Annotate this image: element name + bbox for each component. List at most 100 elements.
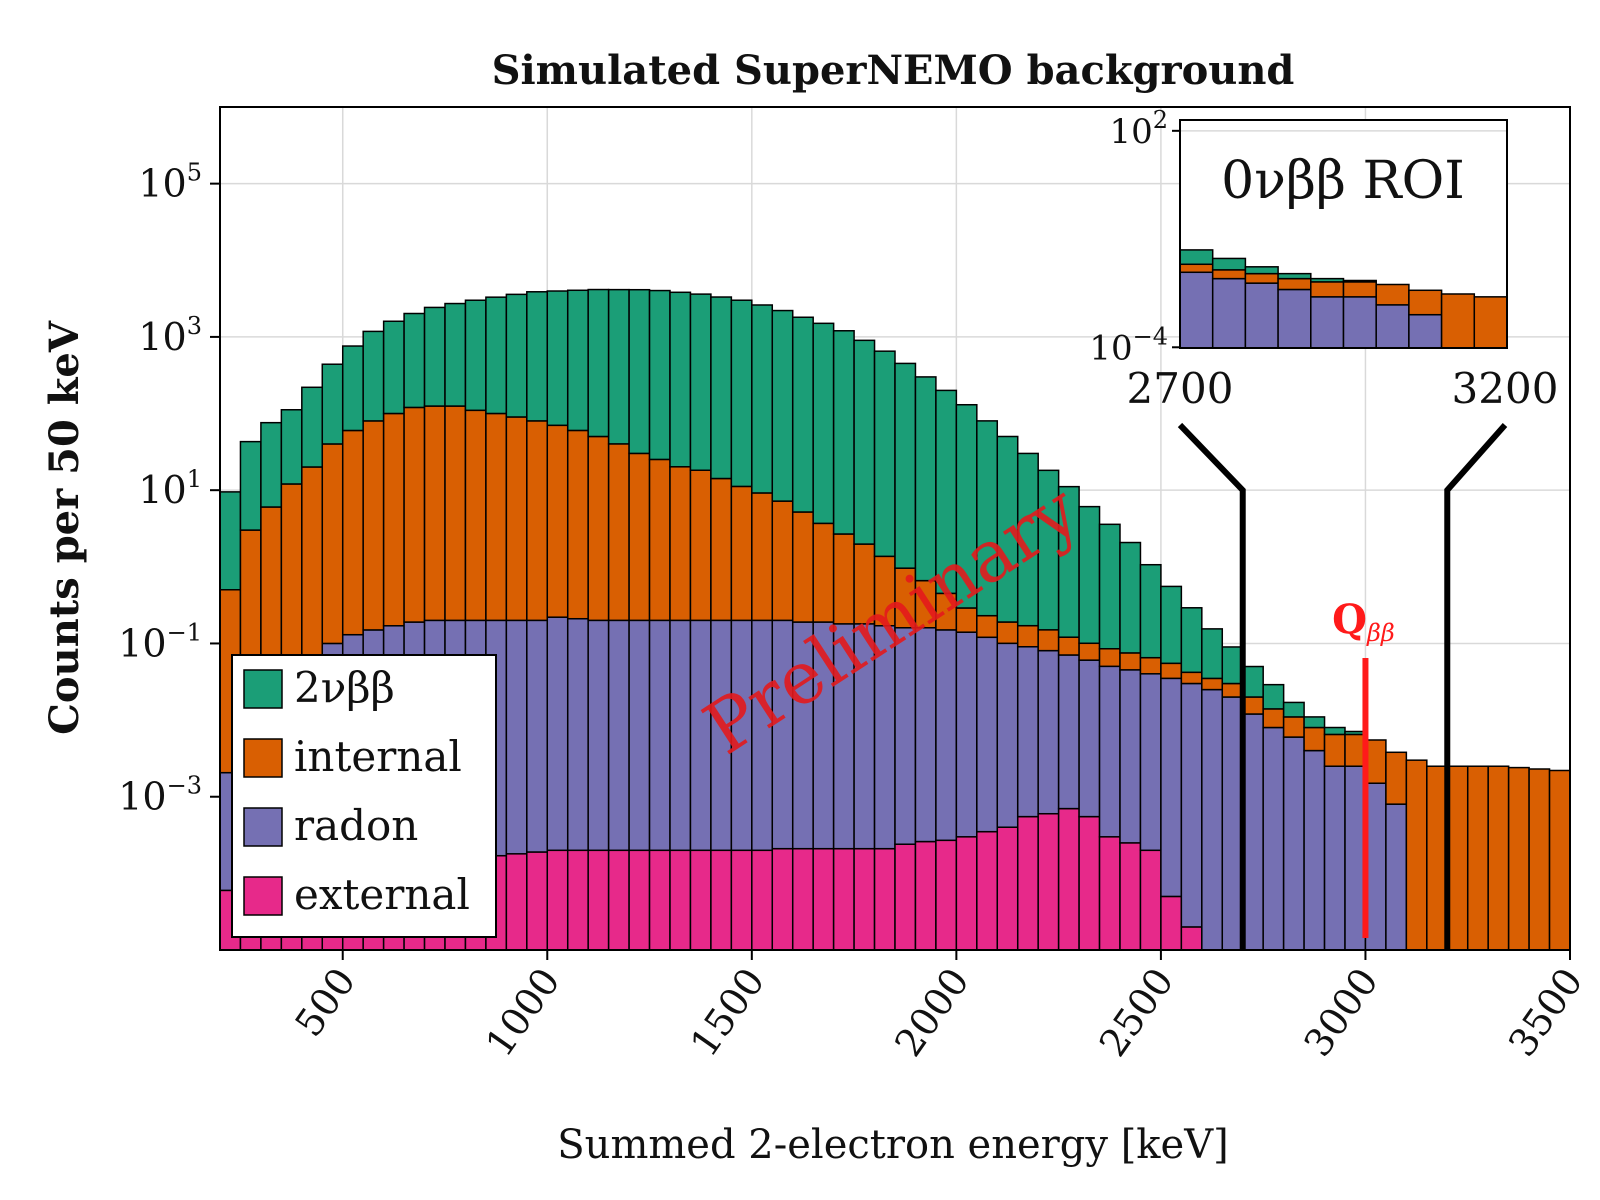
inset-bar-radon	[1244, 282, 1279, 349]
bar-external	[1098, 836, 1121, 951]
bar-2-	[382, 320, 405, 415]
bar-radon	[935, 629, 958, 842]
bar-radon	[587, 619, 610, 852]
bar-internal	[791, 511, 814, 623]
bar-2-	[1180, 607, 1203, 674]
inset-bar-internal	[1211, 269, 1247, 280]
bar-internal	[771, 500, 794, 622]
chart-title: Simulated SuperNEMO background	[492, 47, 1295, 94]
bar-2-	[853, 339, 876, 545]
bar-2-	[669, 291, 692, 468]
bar-internal	[730, 485, 753, 622]
inset-bar-2-	[1342, 279, 1377, 283]
legend-swatch	[243, 669, 283, 709]
bar-radon	[1037, 649, 1060, 815]
bar-2-	[771, 309, 794, 502]
bar-internal	[403, 406, 426, 623]
bar-2-	[1262, 683, 1285, 710]
bar-2-	[485, 296, 508, 415]
bar-internal	[505, 416, 528, 622]
bar-internal	[587, 435, 610, 622]
x-tick-label: 2000	[886, 960, 978, 1064]
bar-external	[607, 849, 630, 951]
x-tick-label: 500	[286, 960, 364, 1045]
bar-external	[689, 849, 712, 951]
bar-external	[587, 849, 610, 951]
x-axis-label: Summed 2-electron energy [keV]	[557, 1122, 1228, 1168]
bar-external	[751, 849, 774, 951]
bar-radon	[1119, 669, 1142, 844]
bar-internal	[1385, 751, 1408, 805]
bar-2-	[607, 288, 630, 445]
bar-2-	[1241, 665, 1264, 698]
bar-2-	[730, 299, 753, 488]
bar-2-	[894, 362, 917, 569]
inset-bar-radon	[1342, 296, 1377, 349]
bar-2-	[505, 293, 528, 418]
bar-2-	[1139, 563, 1162, 659]
x-tick-label: 1000	[477, 960, 569, 1064]
bar-radon	[1323, 765, 1346, 951]
bar-radon	[914, 627, 937, 843]
y-ticks: 10−3 10−1 101 103 105	[118, 159, 220, 819]
inset-bar-2-	[1244, 266, 1279, 275]
bar-internal	[1016, 624, 1039, 648]
bar-internal	[710, 477, 733, 622]
bar-internal	[1405, 759, 1428, 951]
bar-internal	[1241, 696, 1264, 715]
bar-radon	[526, 619, 549, 853]
inset-bar-radon	[1277, 288, 1312, 349]
x-ticks: 500 1000 1500 2000 2500 3000 3500	[286, 950, 1591, 1064]
bar-external	[526, 851, 549, 951]
bar-internal	[423, 405, 446, 622]
roi-label-2700: 2700	[1127, 364, 1234, 413]
bar-external	[1016, 815, 1039, 951]
bar-2-	[1201, 628, 1224, 680]
inset-border	[1179, 119, 1508, 349]
bar-radon	[1303, 749, 1326, 951]
bar-internal	[382, 412, 405, 627]
roi-line-3200	[1444, 423, 1508, 950]
bar-2-	[362, 330, 385, 422]
bar-external	[873, 847, 896, 951]
inset-bar-internal	[1375, 283, 1410, 306]
bar-internal	[362, 420, 385, 631]
bar-radon	[1139, 673, 1162, 852]
inset-bar-internal	[1310, 281, 1345, 298]
bar-internal	[976, 614, 999, 639]
bar-internal	[526, 420, 549, 622]
bar-external	[710, 849, 733, 951]
bar-internal	[1426, 765, 1449, 951]
bar-internal	[321, 443, 344, 645]
bar-external	[853, 847, 876, 951]
bar-2-	[219, 491, 242, 591]
bar-external	[791, 847, 814, 951]
bar-external	[1180, 926, 1203, 951]
bar-internal	[1323, 733, 1346, 767]
inset-bar-internal	[1277, 277, 1312, 291]
bar-external	[546, 849, 569, 951]
bar-radon	[1344, 765, 1367, 951]
bar-2-	[1098, 523, 1121, 650]
bar-radon	[648, 619, 671, 852]
bar-internal	[341, 429, 364, 636]
bar-external	[730, 849, 753, 951]
legend-label: radon	[294, 801, 418, 850]
bar-external	[1078, 815, 1101, 951]
bar-2-	[751, 304, 774, 494]
bar-radon	[607, 619, 630, 852]
bar-radon	[1078, 659, 1101, 818]
bar-radon	[1180, 682, 1203, 928]
legend-swatch	[243, 807, 283, 847]
bar-external	[894, 843, 917, 951]
bar-2-	[791, 316, 814, 513]
bar-2-	[526, 291, 549, 422]
bar-2-	[587, 288, 610, 438]
bar-2-	[812, 322, 835, 525]
bar-internal	[689, 469, 712, 622]
bar-2-	[444, 302, 467, 407]
bar-internal	[280, 483, 303, 668]
inset-bar-radon	[1179, 271, 1214, 349]
